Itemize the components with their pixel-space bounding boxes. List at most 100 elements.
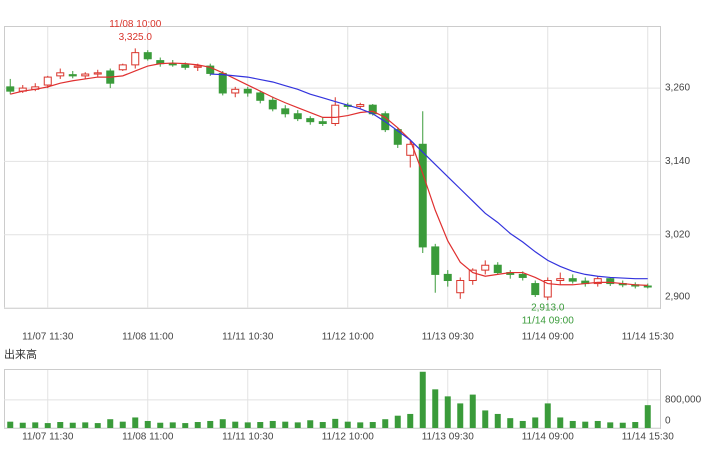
volume-bar bbox=[619, 422, 626, 428]
candle-body bbox=[131, 52, 140, 66]
volume-bar bbox=[319, 422, 326, 428]
volume-bar bbox=[382, 419, 389, 428]
volume-bar bbox=[307, 420, 314, 428]
high-time: 11/08 10:00 bbox=[109, 19, 162, 30]
volume-bar bbox=[119, 421, 126, 428]
volume-bar bbox=[632, 422, 639, 428]
volume-bar bbox=[232, 421, 239, 428]
volume-bar bbox=[207, 420, 214, 428]
volume-bar bbox=[157, 422, 164, 428]
candle-body bbox=[331, 104, 340, 125]
candle-body bbox=[93, 72, 102, 75]
volume-bar bbox=[507, 418, 514, 428]
candle-body bbox=[431, 246, 440, 275]
volume-bar bbox=[332, 418, 339, 428]
volume-bar bbox=[257, 422, 264, 428]
volume-bar bbox=[294, 422, 301, 428]
y-tick-label: 2,900 bbox=[665, 292, 690, 303]
candle-body bbox=[456, 280, 465, 294]
volume-bar bbox=[582, 421, 589, 428]
x-tick-label: 11/12 10:00 bbox=[322, 432, 375, 443]
candle-body bbox=[231, 88, 240, 94]
volume-bar bbox=[344, 421, 351, 428]
volume-bar bbox=[432, 389, 439, 428]
volume-bar bbox=[369, 422, 376, 428]
x-tick-label: 11/11 10:30 bbox=[222, 432, 274, 443]
volume-bar bbox=[532, 417, 539, 428]
x-tick-label: 11/14 15:30 bbox=[622, 432, 675, 443]
volume-bar bbox=[269, 420, 276, 428]
candle-body bbox=[218, 72, 227, 94]
volume-bar bbox=[494, 413, 501, 428]
candle-body bbox=[143, 52, 152, 60]
candle-body bbox=[481, 264, 490, 271]
y-tick-label: 800,000 bbox=[665, 395, 702, 406]
y-tick-label: 3,140 bbox=[665, 156, 690, 167]
x-tick-label: 11/13 09:30 bbox=[422, 332, 475, 343]
candle-body bbox=[306, 118, 315, 123]
candle-body bbox=[181, 64, 190, 68]
candle-body bbox=[493, 264, 502, 274]
low-value: 2,913.0 bbox=[531, 303, 565, 314]
volume-bar bbox=[132, 417, 139, 428]
volume-bar bbox=[219, 419, 226, 428]
volume-title: 出来高 bbox=[4, 347, 37, 361]
candle-body bbox=[193, 65, 202, 68]
candle-body bbox=[568, 278, 577, 282]
volume-bar bbox=[557, 417, 564, 428]
volume-bar bbox=[69, 422, 76, 428]
volume-bar bbox=[57, 422, 64, 428]
volume-bar bbox=[644, 405, 651, 428]
candle-body bbox=[643, 285, 652, 288]
x-tick-label: 11/07 11:30 bbox=[22, 432, 74, 443]
volume-bar bbox=[194, 422, 201, 428]
volume-bar bbox=[244, 422, 251, 428]
volume-bar bbox=[569, 420, 576, 428]
volume-bar bbox=[144, 420, 151, 428]
moving-average-line bbox=[210, 73, 648, 280]
volume-bar bbox=[469, 394, 476, 428]
volume-bar bbox=[594, 420, 601, 428]
candle-body bbox=[281, 108, 290, 115]
volume-bar bbox=[482, 410, 489, 428]
volume-bar bbox=[544, 403, 551, 428]
candle-body bbox=[81, 73, 90, 77]
moving-average-line bbox=[10, 62, 648, 286]
volume-bar bbox=[282, 421, 289, 428]
candle-body bbox=[543, 280, 552, 298]
candle-body bbox=[556, 278, 565, 282]
volume-bar bbox=[94, 423, 101, 428]
candle-body bbox=[531, 283, 540, 296]
candle-body bbox=[518, 273, 527, 278]
y-tick-label: 3,020 bbox=[665, 229, 690, 240]
x-tick-label: 11/14 09:00 bbox=[522, 332, 575, 343]
y-tick-label: 3,260 bbox=[665, 83, 690, 94]
volume-bar bbox=[82, 422, 89, 428]
volume-bar bbox=[407, 413, 414, 428]
volume-bar bbox=[169, 422, 176, 428]
candle-body bbox=[468, 269, 477, 282]
x-tick-label: 11/14 09:00 bbox=[522, 432, 575, 443]
candle-body bbox=[293, 113, 302, 120]
x-tick-label: 11/13 09:30 bbox=[422, 432, 475, 443]
candle-body bbox=[118, 64, 127, 71]
x-tick-label: 11/11 10:30 bbox=[222, 332, 274, 343]
candle-body bbox=[206, 65, 215, 74]
volume-bar bbox=[182, 423, 189, 428]
candle-body bbox=[256, 92, 265, 101]
candle-body bbox=[443, 273, 452, 282]
price-frame bbox=[4, 26, 661, 309]
candle-body bbox=[6, 86, 15, 92]
x-tick-label: 11/08 11:00 bbox=[122, 332, 174, 343]
x-tick-label: 11/08 11:00 bbox=[122, 432, 174, 443]
candle-body bbox=[43, 76, 52, 86]
x-tick-label: 11/14 15:30 bbox=[622, 332, 675, 343]
candle-body bbox=[593, 278, 602, 285]
candle-body bbox=[68, 74, 77, 77]
volume-bar bbox=[7, 421, 14, 428]
volume-bar bbox=[444, 396, 451, 428]
candle-body bbox=[418, 143, 427, 248]
x-tick-label: 11/12 10:00 bbox=[322, 332, 375, 343]
candle-body bbox=[168, 63, 177, 66]
